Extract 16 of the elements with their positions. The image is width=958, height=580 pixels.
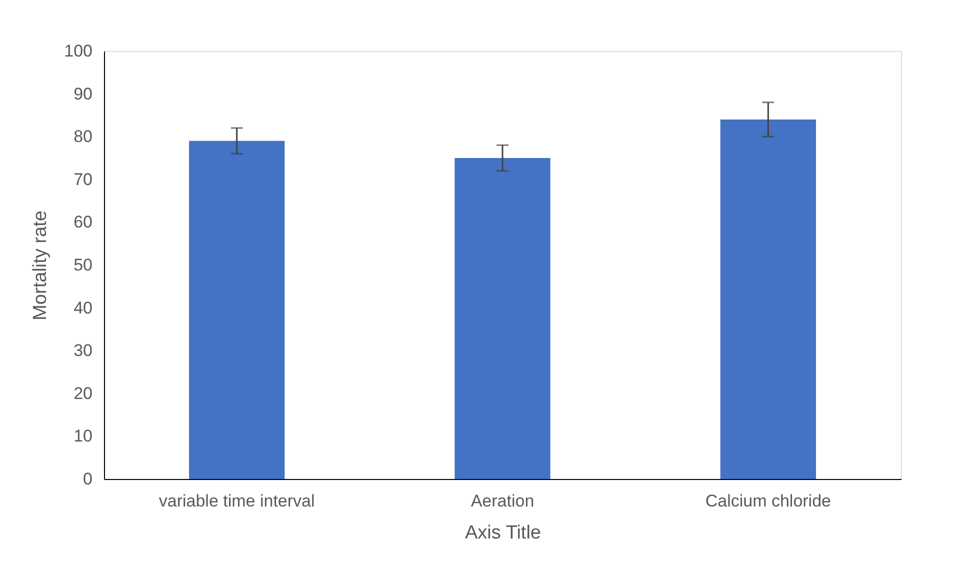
y-axis-title: Mortality rate [30,210,52,320]
x-tick-label: variable time interval [158,492,315,510]
y-tick-label: 60 [74,212,92,232]
y-tick-label: 70 [74,170,92,189]
y-tick-label: 80 [74,127,92,146]
y-tick-label: 0 [83,470,92,488]
y-tick-label: 100 [64,42,92,60]
y-tick-label: 90 [74,84,92,104]
x-tick-label: Aeration [470,492,534,510]
y-tick-label: 50 [74,256,92,274]
x-axis-title: Axis Title [464,522,542,544]
y-tick-label: 20 [74,384,92,403]
y-tick-label: 40 [74,298,92,318]
y-tick-label: 30 [74,341,92,360]
x-tick-label: Calcium chloride [705,492,832,510]
y-tick-label: 10 [74,426,92,446]
